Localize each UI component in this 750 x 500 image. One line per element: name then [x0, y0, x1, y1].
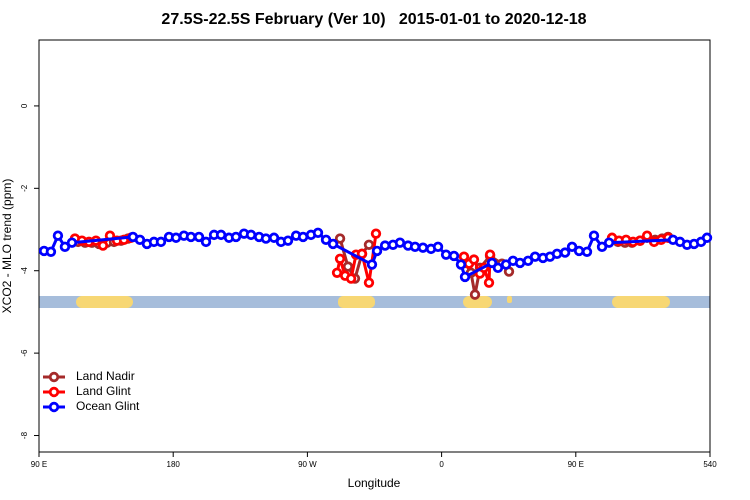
y-tick-label: -6 — [20, 349, 29, 357]
data-point — [701, 232, 713, 243]
y-axis-label: XCO2 - MLO trend (ppm) — [0, 179, 14, 314]
data-point — [371, 245, 383, 257]
data-point — [514, 257, 526, 269]
land-area — [612, 296, 670, 308]
data-point — [268, 232, 280, 243]
y-tick-label: -2 — [20, 184, 29, 192]
data-point — [215, 229, 227, 241]
data-point — [185, 231, 197, 243]
data-point — [551, 248, 563, 260]
data-point — [245, 229, 257, 241]
data-point — [97, 240, 109, 251]
data-point — [297, 231, 309, 243]
x-tick-label: 90 W — [298, 460, 317, 469]
data-point — [342, 261, 354, 272]
data-point — [417, 242, 429, 253]
data-point — [588, 230, 600, 241]
data-point — [366, 259, 378, 270]
data-point — [459, 271, 471, 283]
data-point — [327, 238, 339, 250]
land-area — [338, 296, 375, 308]
data-point — [45, 246, 57, 257]
data-point — [483, 277, 495, 288]
x-tick-label: 90 E — [31, 460, 47, 469]
data-point — [52, 230, 64, 241]
data-point — [641, 230, 653, 241]
data-point — [200, 236, 212, 248]
data-point — [320, 234, 332, 246]
plot-frame — [38, 39, 711, 453]
y-tick-label: -8 — [20, 431, 29, 439]
legend-marker — [48, 401, 60, 413]
data-point — [581, 246, 593, 257]
data-point — [312, 227, 324, 239]
data-point — [59, 241, 71, 253]
x-tick-label: 0 — [439, 460, 444, 469]
data-point — [230, 231, 242, 243]
data-point — [379, 240, 391, 251]
data-point — [282, 235, 294, 246]
data-point — [134, 234, 146, 246]
data-point — [334, 253, 346, 264]
data-point — [455, 259, 467, 270]
legend-label: Land Glint — [76, 384, 131, 398]
data-point — [363, 277, 375, 288]
data-point — [331, 267, 343, 278]
legend-label: Ocean Glint — [76, 399, 140, 413]
x-axis-label: Longitude — [348, 476, 401, 490]
x-tick-label: 90 E — [568, 460, 584, 469]
x-tick-label: 180 — [167, 460, 181, 469]
data-point — [363, 239, 375, 250]
land-strip — [39, 296, 710, 308]
y-tick-label: 0 — [20, 103, 29, 108]
data-point — [66, 237, 78, 248]
land-area — [76, 296, 133, 308]
data-point — [334, 233, 346, 244]
data-point — [573, 245, 585, 257]
y-tick-label: -4 — [20, 267, 29, 275]
data-point — [345, 273, 357, 284]
data-point — [566, 241, 578, 253]
data-point — [603, 237, 615, 248]
data-point — [193, 231, 205, 243]
data-point — [155, 236, 167, 248]
data-point — [529, 251, 541, 262]
data-point — [484, 249, 496, 260]
legend-marker — [48, 371, 60, 383]
data-point — [260, 233, 272, 244]
data-point — [469, 289, 481, 300]
data-point — [596, 241, 608, 253]
data-point — [370, 228, 382, 239]
chart-title: 27.5S-22.5S February (Ver 10) 2015-01-01… — [161, 11, 586, 28]
legend-marker — [48, 386, 60, 398]
data-point — [440, 249, 452, 260]
data-point — [432, 241, 444, 253]
land-area — [507, 296, 512, 303]
data-point — [409, 241, 421, 253]
data-point — [522, 255, 534, 267]
land-area — [463, 296, 492, 308]
x-tick-label: 540 — [703, 460, 717, 469]
data-point — [492, 262, 504, 274]
data-point — [448, 250, 460, 262]
data-point — [559, 247, 571, 258]
data-point — [394, 237, 406, 248]
legend-label: Land Nadir — [76, 369, 135, 383]
data-point — [468, 254, 480, 265]
data-point — [170, 232, 182, 243]
